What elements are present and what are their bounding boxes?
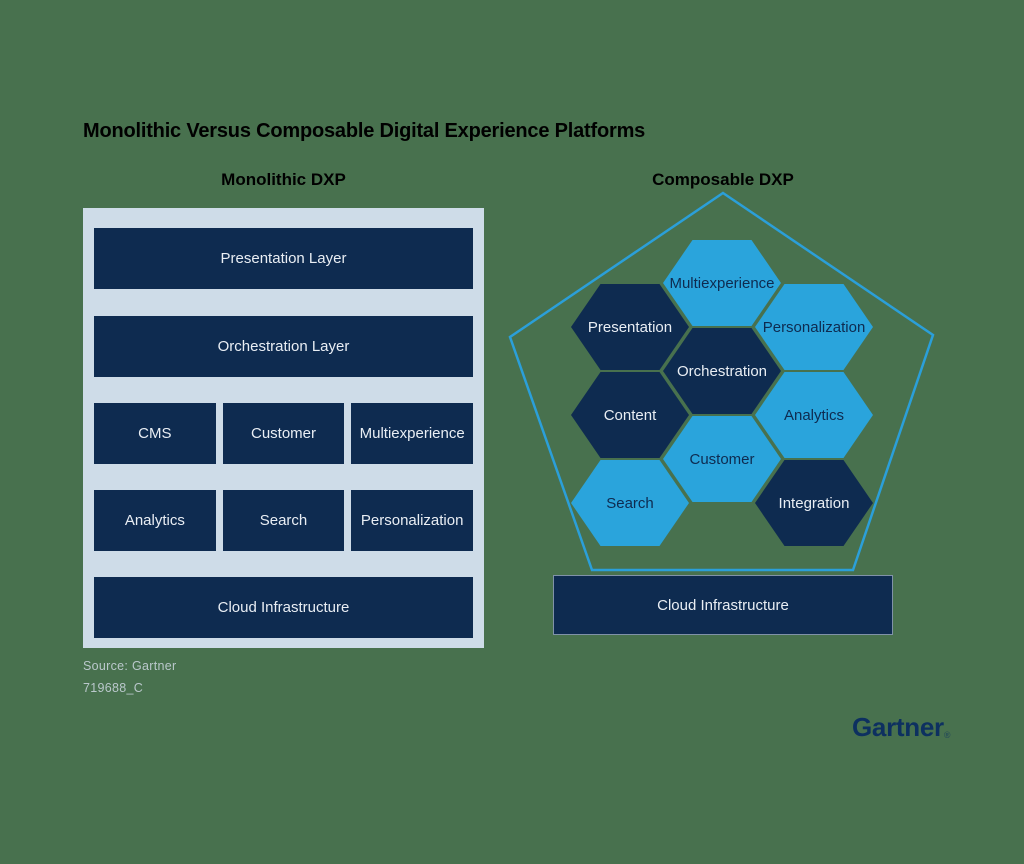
mono-box-cloud-infrastructure: Cloud Infrastructure (94, 577, 473, 638)
mono-box-orchestration-layer: Orchestration Layer (94, 316, 473, 377)
mono-row-cloud: Cloud Infrastructure (94, 577, 473, 638)
hexagon-content: Content (571, 372, 689, 458)
mono-row-orchestration: Orchestration Layer (94, 316, 473, 377)
mono-box-analytics: Analytics (94, 490, 216, 551)
mono-box-customer: Customer (222, 403, 345, 464)
hexagon-personalization: Personalization (755, 284, 873, 370)
monolithic-heading: Monolithic DXP (221, 170, 346, 189)
pentagon-outline-icon (508, 191, 935, 572)
hexagon-integration: Integration (755, 460, 873, 546)
hexagon-orchestration: Orchestration (663, 328, 781, 414)
mono-row-modules-2: Analytics Search Personalization (94, 490, 474, 551)
mono-box-personalization: Personalization (351, 490, 474, 551)
registered-mark: ® (943, 730, 951, 740)
mono-box-cms: CMS (94, 403, 216, 464)
mono-row-modules-1: CMS Customer Multiexperience (94, 403, 474, 464)
mono-box-multiexperience: Multiexperience (351, 403, 474, 464)
hexagon-customer: Customer (663, 416, 781, 502)
source-note: Source: Gartner (83, 659, 177, 673)
gartner-logo-text: Gartner (852, 712, 944, 742)
mono-box-presentation-layer: Presentation Layer (94, 228, 473, 289)
hexagon-multiexperience: Multiexperience (663, 240, 781, 326)
figure-id: 719688_C (83, 681, 144, 695)
monolithic-panel: Presentation Layer Orchestration Layer C… (83, 208, 484, 648)
hexagon-analytics: Analytics (755, 372, 873, 458)
hexagon-presentation: Presentation (571, 284, 689, 370)
hexagon-search: Search (571, 460, 689, 546)
composable-cloud-infrastructure-bar: Cloud Infrastructure (553, 575, 893, 635)
mono-row-presentation: Presentation Layer (94, 228, 473, 289)
page-title: Monolithic Versus Composable Digital Exp… (83, 120, 646, 142)
mono-box-search: Search (222, 490, 345, 551)
gartner-logo: Gartner® (852, 712, 950, 743)
composable-heading: Composable DXP (652, 170, 794, 189)
